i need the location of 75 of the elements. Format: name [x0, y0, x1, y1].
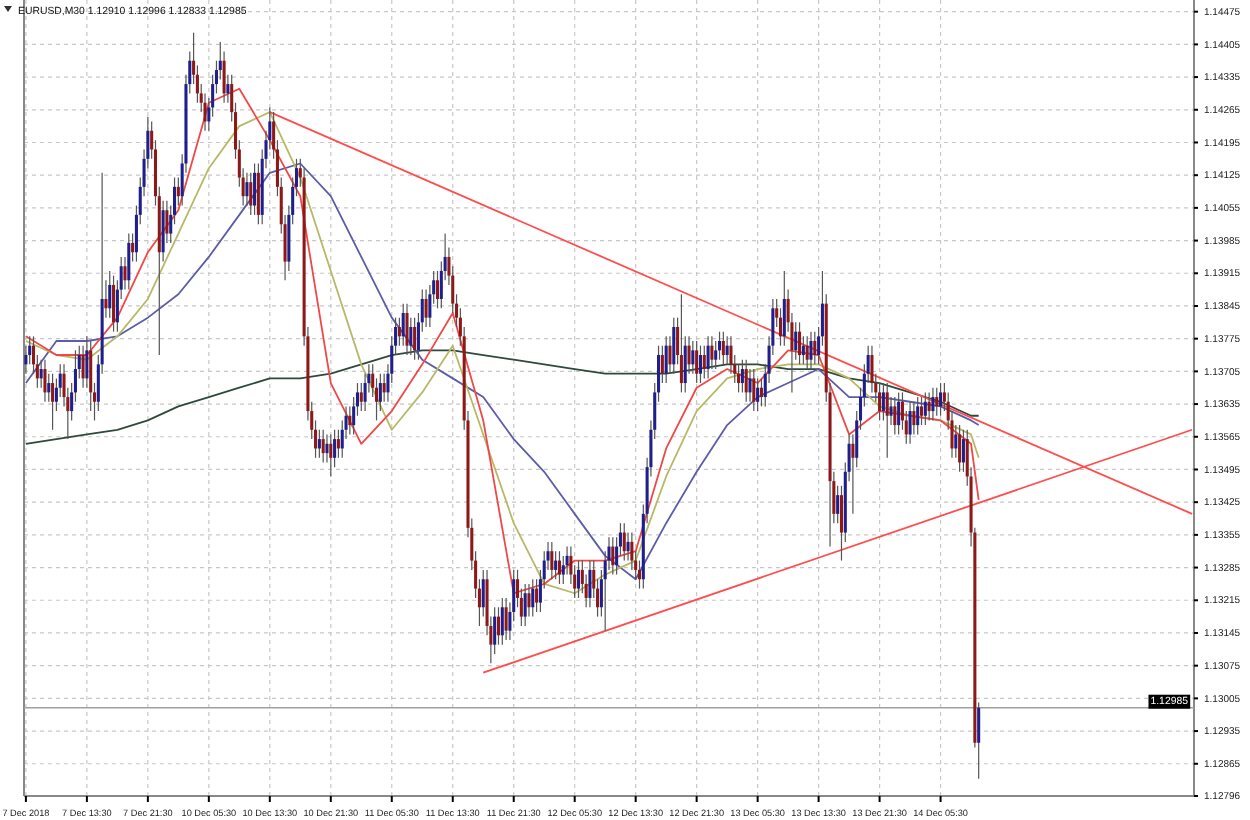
- candlestick: [531, 578, 535, 618]
- candlestick: [424, 289, 428, 328]
- candlestick: [333, 429, 337, 468]
- candlestick: [550, 541, 554, 580]
- candlestick: [748, 368, 752, 403]
- candlestick: [413, 317, 417, 361]
- candlestick: [721, 331, 725, 365]
- candlestick: [554, 550, 558, 580]
- candlestick: [744, 359, 748, 403]
- candlestick: [51, 373, 55, 431]
- candlestick: [557, 550, 561, 585]
- candlestick: [43, 359, 47, 403]
- candlestick: [813, 331, 817, 365]
- candlestick: [626, 531, 630, 562]
- candlestick: [737, 363, 741, 393]
- candlestick: [401, 303, 405, 347]
- candlestick: [714, 340, 718, 370]
- candlestick: [782, 270, 786, 347]
- candlestick: [679, 293, 683, 393]
- candlestick: [630, 531, 634, 571]
- candlestick: [809, 331, 813, 370]
- candlestick: [672, 317, 676, 375]
- candlestick: [405, 303, 409, 356]
- candlestick: [931, 387, 935, 422]
- candlestick: [500, 597, 504, 646]
- candlestick: [89, 340, 93, 412]
- candlestick: [496, 606, 500, 646]
- candlestick: [535, 578, 539, 613]
- candlestick: [203, 92, 207, 132]
- candlestick: [908, 401, 912, 445]
- candlestick: [710, 335, 714, 370]
- candlestick: [112, 275, 116, 333]
- candlestick: [493, 606, 497, 655]
- candlestick: [435, 270, 440, 309]
- candlestick: [923, 391, 927, 426]
- candlestick: [878, 382, 882, 422]
- candlestick: [622, 522, 626, 562]
- candlestick: [935, 387, 939, 417]
- candlestick: [504, 597, 508, 641]
- candlestick: [348, 405, 352, 436]
- candlestick: [329, 433, 333, 478]
- candlestick: [523, 583, 527, 627]
- candlestick: [805, 335, 809, 370]
- candlestick: [127, 232, 131, 291]
- candlestick: [527, 583, 531, 618]
- candlestick: [912, 401, 916, 436]
- candlestick: [798, 321, 802, 365]
- candlestick: [664, 335, 668, 384]
- candlestick: [885, 382, 889, 459]
- candlestick: [897, 391, 901, 436]
- candlestick: [939, 382, 943, 417]
- candlestick: [253, 162, 257, 216]
- candlestick: [222, 50, 226, 104]
- candlestick: [718, 331, 722, 361]
- candlestick: [565, 545, 569, 576]
- candlestick: [359, 382, 363, 412]
- candlestick: [706, 335, 710, 379]
- candlestick: [893, 396, 897, 436]
- candlestick: [729, 335, 733, 375]
- candlestick: [378, 373, 382, 412]
- candlestick: [691, 340, 695, 375]
- candlestick: [919, 396, 924, 426]
- candlestick: [695, 340, 699, 384]
- candlestick: [611, 536, 615, 576]
- candlestick: [576, 559, 581, 599]
- candlestick: [916, 396, 920, 436]
- candlestick: [958, 424, 962, 473]
- candlestick: [698, 345, 702, 384]
- candlestick: [588, 559, 592, 608]
- candlestick: [927, 391, 931, 422]
- candlestick: [561, 555, 565, 585]
- candlestick: [752, 368, 756, 412]
- candlestick: [321, 429, 325, 464]
- candlestick: [245, 172, 249, 207]
- candlestick: [756, 377, 760, 412]
